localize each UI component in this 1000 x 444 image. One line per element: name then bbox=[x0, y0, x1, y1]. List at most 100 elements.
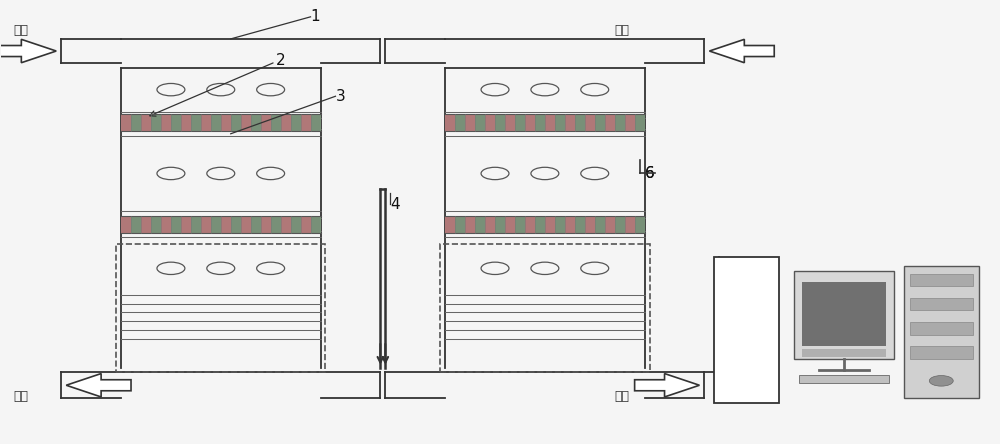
Bar bbox=[131, 115, 141, 131]
Bar bbox=[575, 216, 585, 233]
Bar bbox=[635, 115, 645, 131]
Bar bbox=[505, 115, 515, 131]
Bar bbox=[221, 216, 231, 233]
Bar bbox=[231, 216, 241, 233]
Bar bbox=[495, 115, 505, 131]
Bar bbox=[251, 115, 261, 131]
Text: 2: 2 bbox=[276, 53, 285, 68]
Bar bbox=[910, 346, 973, 359]
Circle shape bbox=[929, 376, 953, 386]
Bar bbox=[545, 115, 555, 131]
Bar bbox=[904, 266, 979, 398]
Bar bbox=[191, 216, 201, 233]
Bar bbox=[141, 216, 151, 233]
Text: 烟气: 烟气 bbox=[13, 24, 28, 36]
Text: 6: 6 bbox=[645, 166, 654, 181]
Bar bbox=[116, 244, 325, 372]
Bar bbox=[201, 216, 211, 233]
Text: 6: 6 bbox=[645, 166, 654, 181]
Bar bbox=[191, 115, 201, 131]
Bar bbox=[802, 281, 886, 345]
Bar bbox=[455, 216, 465, 233]
Bar bbox=[131, 216, 141, 233]
Bar bbox=[211, 216, 221, 233]
Bar bbox=[465, 115, 475, 131]
Bar bbox=[585, 115, 595, 131]
Bar bbox=[545, 216, 555, 233]
Bar bbox=[475, 115, 485, 131]
Bar bbox=[605, 115, 615, 131]
Bar bbox=[910, 298, 973, 310]
Bar bbox=[625, 115, 635, 131]
Bar bbox=[799, 375, 889, 383]
Bar bbox=[485, 115, 495, 131]
Bar bbox=[535, 115, 545, 131]
Bar bbox=[141, 115, 151, 131]
Bar bbox=[161, 216, 171, 233]
Bar bbox=[714, 257, 779, 403]
Bar bbox=[635, 216, 645, 233]
Polygon shape bbox=[635, 373, 699, 397]
Bar bbox=[565, 216, 575, 233]
Bar bbox=[171, 115, 181, 131]
Bar bbox=[121, 216, 131, 233]
Bar bbox=[151, 216, 161, 233]
Bar bbox=[595, 115, 605, 131]
Bar bbox=[555, 216, 565, 233]
Bar bbox=[525, 216, 535, 233]
Bar bbox=[910, 322, 973, 334]
Bar bbox=[291, 216, 301, 233]
Bar bbox=[301, 115, 311, 131]
Text: 烟气: 烟气 bbox=[13, 390, 28, 403]
Bar bbox=[231, 115, 241, 131]
Bar bbox=[161, 115, 171, 131]
Bar bbox=[465, 216, 475, 233]
Bar bbox=[794, 270, 894, 359]
Bar bbox=[615, 115, 625, 131]
Bar bbox=[445, 216, 455, 233]
Bar bbox=[585, 216, 595, 233]
Bar bbox=[261, 115, 271, 131]
Bar bbox=[221, 115, 231, 131]
Bar bbox=[201, 115, 211, 131]
Bar bbox=[281, 115, 291, 131]
Bar bbox=[565, 115, 575, 131]
Bar bbox=[311, 115, 320, 131]
Polygon shape bbox=[66, 373, 131, 397]
Bar bbox=[281, 216, 291, 233]
Bar bbox=[311, 216, 320, 233]
Text: 3: 3 bbox=[335, 89, 345, 104]
Bar bbox=[251, 216, 261, 233]
Bar bbox=[625, 216, 635, 233]
Bar bbox=[291, 115, 301, 131]
Polygon shape bbox=[709, 40, 774, 63]
Bar bbox=[505, 216, 515, 233]
Bar bbox=[121, 115, 131, 131]
Bar bbox=[445, 115, 455, 131]
Bar bbox=[595, 216, 605, 233]
Bar bbox=[525, 115, 535, 131]
Bar bbox=[440, 244, 650, 372]
Bar bbox=[181, 115, 191, 131]
Bar bbox=[475, 216, 485, 233]
Bar bbox=[241, 115, 251, 131]
Bar bbox=[241, 216, 251, 233]
Bar bbox=[301, 216, 311, 233]
Bar bbox=[615, 216, 625, 233]
Text: 烟气: 烟气 bbox=[615, 24, 630, 36]
Bar bbox=[515, 115, 525, 131]
Bar bbox=[910, 274, 973, 286]
Bar bbox=[555, 115, 565, 131]
Bar bbox=[171, 216, 181, 233]
Bar bbox=[802, 349, 886, 357]
Bar bbox=[271, 216, 281, 233]
Bar bbox=[211, 115, 221, 131]
Polygon shape bbox=[0, 40, 56, 63]
Text: 1: 1 bbox=[311, 9, 320, 24]
Bar bbox=[455, 115, 465, 131]
Bar bbox=[151, 115, 161, 131]
Bar bbox=[535, 216, 545, 233]
Text: 烟气: 烟气 bbox=[615, 390, 630, 403]
Bar bbox=[515, 216, 525, 233]
Bar bbox=[495, 216, 505, 233]
